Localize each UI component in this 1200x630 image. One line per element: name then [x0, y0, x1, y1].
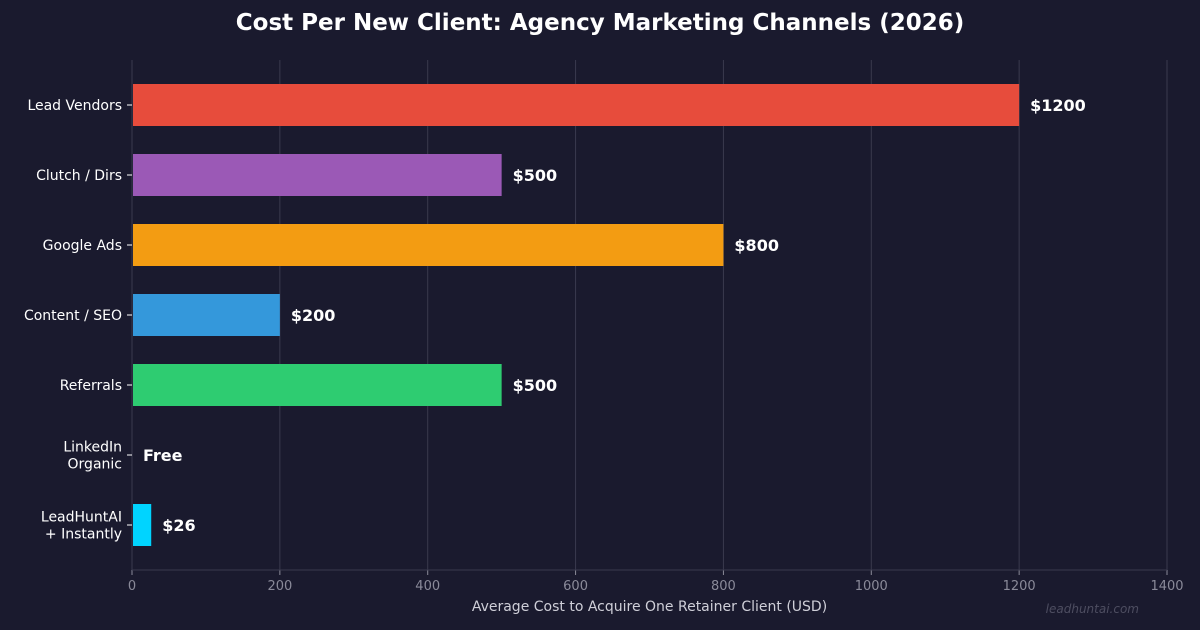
axis-layer: 0 200 400 600 800 1000 1200 1400 Average Cost to… [24, 60, 1184, 615]
label-layer: $1200 $500 $800 $200 $500 Free $26 [143, 96, 1086, 535]
x-tick-label: 1000 [855, 579, 888, 594]
x-tick-label: 400 [415, 579, 440, 594]
data-label: $800 [734, 236, 779, 255]
bar [133, 224, 724, 266]
bar [133, 294, 280, 336]
x-tick-label: 1200 [1003, 579, 1036, 594]
data-label: $500 [513, 166, 558, 185]
data-label: $500 [513, 376, 558, 395]
watermark: leadhuntai.com [1045, 602, 1139, 616]
bar [133, 504, 152, 546]
data-label: $1200 [1030, 96, 1086, 115]
data-label: $26 [162, 516, 195, 535]
y-tick-label: Content / SEO [24, 308, 122, 324]
x-tick-label: 0 [128, 579, 136, 594]
y-tick-label: Google Ads [43, 238, 122, 254]
bar [133, 364, 502, 406]
bar [133, 84, 1020, 126]
x-tick-label: 600 [563, 579, 588, 594]
bar-layer [133, 84, 1020, 546]
y-tick-label: Clutch / Dirs [36, 168, 122, 184]
y-tick-label: Lead Vendors [27, 98, 122, 114]
bar [133, 154, 502, 196]
x-tick-label: 1400 [1150, 579, 1183, 594]
y-tick-label: LeadHuntAI + Instantly [41, 510, 122, 543]
x-axis-label: Average Cost to Acquire One Retainer Cli… [472, 599, 827, 615]
x-tick-label: 200 [267, 579, 292, 594]
y-tick-label: LinkedIn Organic [63, 440, 122, 473]
y-tick-label: Referrals [60, 378, 122, 394]
data-label: Free [143, 446, 183, 465]
x-tick-label: 800 [711, 579, 736, 594]
data-label: $200 [291, 306, 336, 325]
grid-layer [131, 60, 1168, 570]
